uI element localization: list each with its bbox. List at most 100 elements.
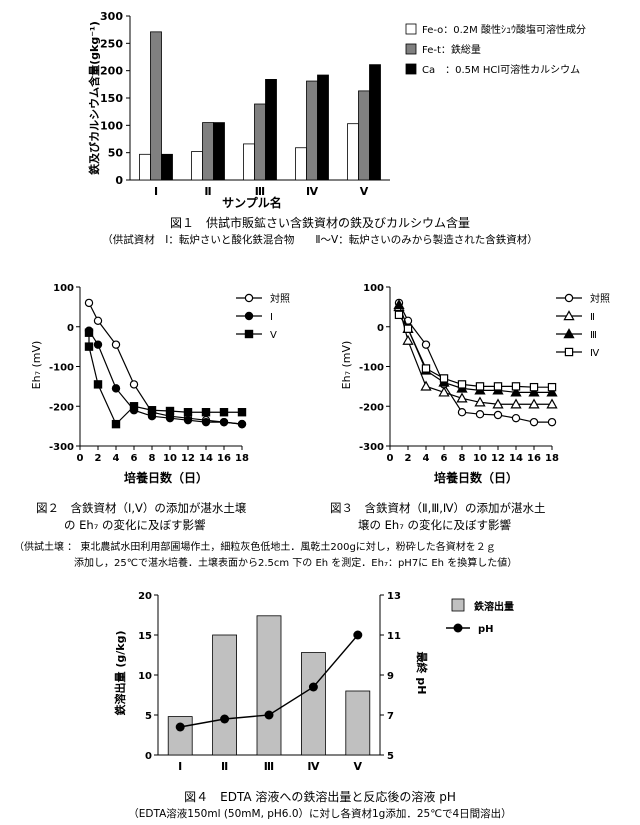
fig3-y-tick-label: -100: [359, 363, 384, 374]
fig3-data-point: [403, 324, 413, 333]
fig2-x-tick-label: 10: [163, 453, 177, 464]
fig2-x-tick-label: 8: [149, 453, 156, 464]
fig4-y2-tick-label: 9: [387, 671, 394, 682]
fig3-data-point: [457, 380, 467, 389]
fig1-legend-swatch: [405, 23, 417, 35]
fig3-data-point: [528, 398, 540, 409]
fig4-ph-point: [175, 722, 185, 732]
fig3-data-point: [456, 392, 468, 403]
fig3-data-point: [546, 386, 558, 397]
fig1-legend-label: Fe-t：鉄総量: [422, 43, 481, 56]
fig3-data-point: [457, 408, 467, 417]
fig4-y-tick-label: 15: [138, 631, 152, 642]
fig4-bar: [345, 690, 371, 756]
fig4-y-axis-label: 鉄溶出量 (g/kg): [113, 631, 127, 716]
fig2-legend-marker: [244, 293, 254, 303]
fig3-data-point: [394, 310, 404, 320]
fig3-x-tick-label: 12: [491, 453, 505, 464]
fig3-data-point: [546, 398, 558, 409]
fig3-series-line: [398, 306, 552, 405]
fig2-x-axis-label: 培養日数（日）: [124, 470, 208, 485]
fig4-ph-point: [264, 710, 274, 720]
fig2-data-point: [237, 408, 247, 417]
fig3-x-tick-label: 6: [441, 453, 448, 464]
fig4-x-tick-label: Ⅲ: [264, 760, 274, 773]
fig1-y-tick-label: 50: [108, 147, 124, 160]
fig3-data-point: [474, 396, 486, 407]
fig1-bar: [139, 153, 151, 181]
fig4-x-tick-label: Ⅴ: [354, 760, 363, 773]
fig2-legend-marker: [244, 329, 254, 339]
fig3-legend-label: Ⅲ: [590, 330, 597, 341]
fig3-x-tick-label: 0: [387, 453, 394, 464]
fig4-x-tick-label: Ⅳ: [307, 760, 320, 773]
fig3-data-point: [421, 364, 431, 373]
fig3-y-tick-label: -300: [359, 442, 384, 453]
shared-note: （供試土壌 ： 東北農試水田利用部圃場作土，細粒灰色低地土．風乾土200gに対し…: [14, 540, 634, 572]
fig4-legend-label: 鉄溶出量: [474, 600, 514, 613]
fig4-bar: [212, 634, 238, 756]
fig1-bar: [161, 153, 173, 181]
fig2-y-tick-label: 100: [53, 283, 74, 294]
fig1-bar: [202, 122, 214, 181]
fig1-bar: [150, 31, 162, 181]
fig3-series-line: [398, 304, 552, 393]
fig3-y-axis-label: Eh₇ (mV): [340, 341, 353, 390]
fig2-y-tick-label: -300: [49, 442, 74, 453]
fig1-title: 図１ 供試市販鉱さい含鉄資材の鉄及びカルシウム含量: [169, 216, 470, 230]
fig1-bar: [347, 123, 359, 181]
fig3-data-point: [547, 417, 557, 427]
fig4-title: 図４ EDTA 溶液への鉄溶出量と反応後の溶液 pH: [184, 790, 456, 804]
fig1-y-tick-label: 150: [100, 92, 123, 105]
fig3-data-point: [393, 299, 405, 310]
fig2-x-tick-label: 2: [95, 453, 102, 464]
fig2-y-tick-label: -100: [49, 363, 74, 374]
fig3-series-line: [398, 302, 552, 423]
fig4-y-tick-label: 20: [138, 591, 152, 602]
fig2-data-point: [111, 419, 121, 429]
fig1-bar: [265, 79, 277, 181]
fig4-ph-point: [220, 714, 230, 724]
fig2-data-point: [93, 380, 103, 389]
fig3-data-point: [438, 386, 450, 397]
fig3-caption-line2: 壌の Eh₇ の変化に及ぼす影響: [358, 518, 511, 532]
fig3-data-point: [511, 413, 521, 423]
fig1-x-tick-label: Ⅲ: [255, 185, 265, 198]
fig2-caption-line1: 図２ 含鉄資材（Ⅰ,Ⅴ）の添加が湛水土壌: [36, 501, 247, 515]
fig3-legend-label: Ⅱ: [590, 312, 595, 323]
fig2-data-point: [237, 419, 247, 429]
fig1-bar: [295, 147, 307, 181]
fig2-data-point: [183, 415, 193, 425]
fig2-x-tick-label: 14: [199, 453, 213, 464]
fig3-data-point: [529, 417, 539, 427]
fig2-caption-line2: の Eh₇ の変化に及ぼす影響: [64, 518, 206, 532]
fig2-data-point: [129, 402, 139, 411]
fig3-y-tick-label: 100: [363, 283, 384, 294]
fig1-y-axis-label: 鉄及びカルシウム含量(gkg⁻¹): [87, 21, 101, 175]
fig1-legend-swatch: [405, 43, 417, 55]
fig2-y-axis-label: Eh₇ (mV): [30, 341, 43, 390]
fig2-legend-label: 対照: [270, 292, 290, 305]
fig3-caption: 図３ 含鉄資材（Ⅱ,Ⅲ,Ⅳ）の添加が湛水土 壌の Eh₇ の変化に及ぼす影響: [330, 500, 546, 534]
fig3-legend-marker: [564, 293, 574, 303]
fig2-x-tick-label: 16: [217, 453, 231, 464]
fig3-x-tick-label: 8: [459, 453, 466, 464]
fig2-legend-label: Ⅴ: [270, 330, 277, 341]
fig4-ph-point: [308, 682, 318, 692]
fig3-x-tick-label: 2: [405, 453, 412, 464]
fig1-x-tick-label: Ⅴ: [360, 185, 369, 198]
fig3-legend-marker: [564, 347, 574, 357]
fig2-x-tick-label: 0: [77, 453, 84, 464]
fig2-data-point: [84, 328, 94, 337]
fig3-y-tick-label: 0: [377, 323, 384, 334]
fig3-x-tick-label: 4: [423, 453, 430, 464]
fig4-subtitle: （EDTA溶液150ml (50mM, pH6.0）に対し各資材1g添加．25℃…: [128, 808, 512, 820]
fig1-y-tick-label: 300: [100, 10, 123, 23]
fig1-bar: [191, 151, 203, 181]
fig4-y-tick-label: 5: [145, 711, 152, 722]
fig1-x-tick-label: Ⅱ: [204, 185, 211, 198]
fig4-legend-swatch: [451, 598, 465, 612]
fig3-legend-marker: [563, 310, 575, 321]
fig4-y2-tick-label: 13: [387, 591, 401, 602]
fig2-series-line: [88, 302, 243, 425]
